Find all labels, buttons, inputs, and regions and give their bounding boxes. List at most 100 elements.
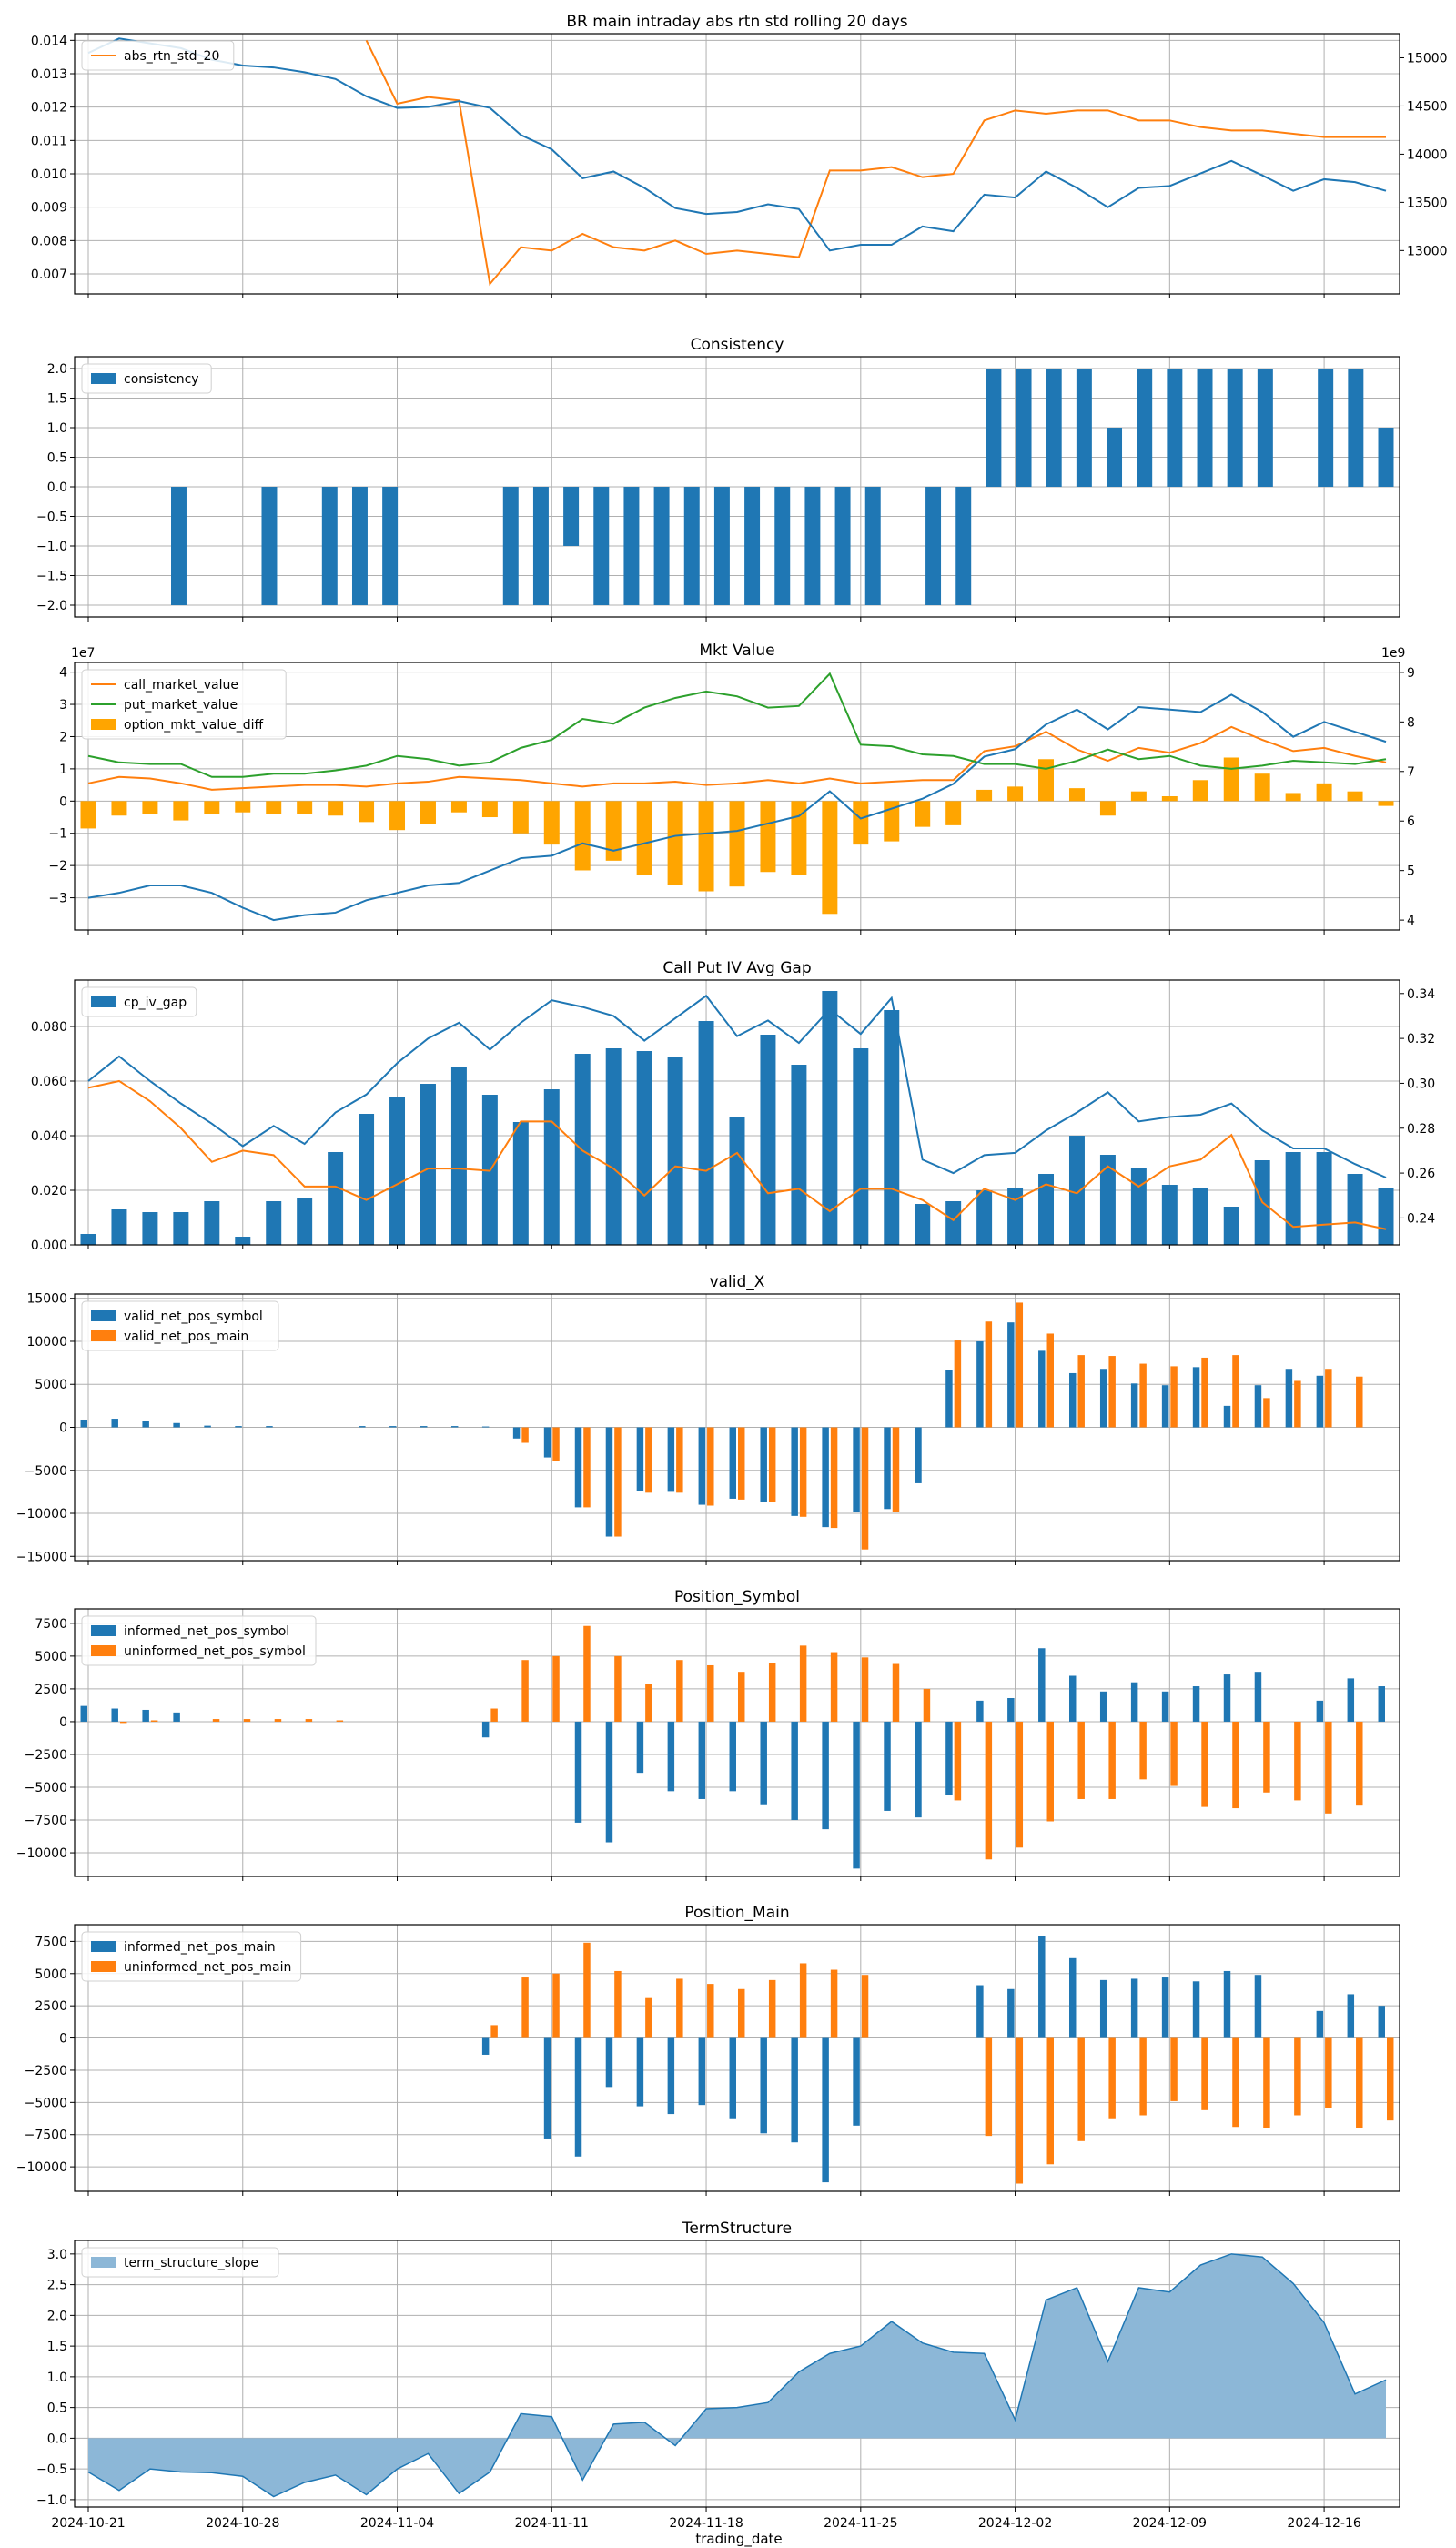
bar-uninformed-net-pos-symbol bbox=[552, 1655, 560, 1722]
y-tick-label: 5000 bbox=[35, 1967, 67, 1982]
y-right-tick-label: 13000 bbox=[1407, 244, 1448, 258]
bar-cp-iv-gap bbox=[235, 1237, 251, 1245]
line-call-market-value bbox=[87, 725, 1387, 791]
y-right-tick-label: 7 bbox=[1407, 765, 1415, 780]
bar-option-mkt-value-diff bbox=[574, 801, 591, 871]
bar-informed-net-pos-main bbox=[481, 2037, 490, 2055]
legend-label: informed_net_pos_main bbox=[124, 1940, 276, 1955]
bar-uninformed-net-pos-main bbox=[1170, 2037, 1178, 2101]
bar-valid-net-pos-symbol bbox=[266, 1426, 273, 1428]
bar-valid-net-pos-main bbox=[830, 1427, 838, 1529]
axes-frame bbox=[74, 356, 1400, 618]
bar-valid-net-pos-symbol bbox=[791, 1427, 798, 1516]
bar-uninformed-net-pos-symbol bbox=[1232, 1721, 1239, 1809]
bar-option-mkt-value-diff bbox=[1038, 759, 1055, 802]
bar-valid-net-pos-symbol bbox=[204, 1425, 211, 1428]
bar-uninformed-net-pos-main bbox=[1387, 2037, 1394, 2121]
y-tick-label: −15000 bbox=[16, 1550, 67, 1564]
bar-consistency bbox=[653, 487, 670, 605]
bar-uninformed-net-pos-symbol bbox=[243, 1719, 251, 1722]
bar-informed-net-pos-main bbox=[853, 2037, 860, 2126]
bar-informed-net-pos-symbol bbox=[142, 1709, 149, 1722]
bar-uninformed-net-pos-main bbox=[830, 1969, 838, 2038]
y-right-tick-label: 5 bbox=[1407, 864, 1415, 879]
line-series-right-axis bbox=[87, 37, 1387, 252]
bar-uninformed-net-pos-main bbox=[552, 1973, 560, 2038]
bar-consistency bbox=[864, 487, 881, 605]
y-tick-label: 2500 bbox=[35, 1999, 67, 2014]
bar-uninformed-net-pos-symbol bbox=[521, 1660, 529, 1722]
bar-consistency bbox=[623, 487, 640, 605]
panel-title: Position_Main bbox=[684, 1904, 789, 1922]
bar-informed-net-pos-symbol bbox=[1254, 1672, 1262, 1722]
y-tick-label: 1.5 bbox=[47, 2340, 67, 2354]
bar-informed-net-pos-main bbox=[1223, 1970, 1231, 2038]
bar-uninformed-net-pos-symbol bbox=[305, 1719, 313, 1722]
y-tick-label: 10000 bbox=[26, 1335, 67, 1350]
bar-option-mkt-value-diff bbox=[266, 801, 282, 814]
bar-consistency bbox=[1227, 369, 1243, 487]
bar-uninformed-net-pos-symbol bbox=[212, 1719, 220, 1722]
x-tick-label: 2024-11-11 bbox=[515, 2516, 589, 2531]
bar-uninformed-net-pos-symbol bbox=[645, 1684, 652, 1722]
bar-uninformed-net-pos-symbol bbox=[274, 1719, 282, 1722]
bar-informed-net-pos-symbol bbox=[1007, 1698, 1015, 1722]
y-right-tick-label: 14500 bbox=[1407, 99, 1448, 114]
bar-cp-iv-gap bbox=[420, 1084, 436, 1245]
legend-box bbox=[81, 1931, 302, 1982]
axes-frame bbox=[74, 1608, 1400, 1877]
bar-valid-net-pos-symbol bbox=[1316, 1375, 1324, 1428]
bar-valid-net-pos-symbol bbox=[884, 1427, 891, 1510]
bar-uninformed-net-pos-symbol bbox=[1263, 1721, 1270, 1793]
bar-informed-net-pos-symbol bbox=[574, 1721, 582, 1823]
bar-option-mkt-value-diff bbox=[1285, 793, 1301, 802]
y-right-tick-label: 0.32 bbox=[1407, 1032, 1435, 1046]
bar-cp-iv-gap bbox=[328, 1152, 344, 1245]
bar-uninformed-net-pos-symbol bbox=[150, 1720, 158, 1722]
y-tick-label: 1.0 bbox=[47, 421, 67, 436]
y-right-tick-label: 0.34 bbox=[1407, 987, 1435, 1002]
bar-valid-net-pos-main bbox=[1232, 1355, 1239, 1428]
bar-informed-net-pos-symbol bbox=[1347, 1678, 1355, 1722]
bar-cp-iv-gap bbox=[760, 1035, 776, 1245]
bar-cp-iv-gap bbox=[945, 1201, 962, 1245]
bar-informed-net-pos-symbol bbox=[80, 1705, 87, 1722]
bar-valid-net-pos-main bbox=[1139, 1363, 1147, 1428]
axes-frame bbox=[74, 979, 1400, 1246]
y-tick-label: 5000 bbox=[35, 1650, 67, 1664]
y-tick-label: −2 bbox=[48, 859, 67, 874]
legend-swatch bbox=[91, 719, 116, 730]
bar-informed-net-pos-symbol bbox=[1099, 1691, 1107, 1722]
bar-valid-net-pos-main bbox=[799, 1427, 807, 1517]
axes-frame bbox=[74, 2240, 1400, 2508]
axes-frame bbox=[74, 1924, 1400, 2192]
x-tick-label: 2024-11-18 bbox=[669, 2516, 743, 2531]
bar-valid-net-pos-main bbox=[1046, 1333, 1054, 1428]
bar-option-mkt-value-diff bbox=[822, 801, 838, 915]
line-abs-rtn-std-20 bbox=[365, 39, 1386, 287]
bar-cp-iv-gap bbox=[142, 1212, 158, 1245]
bar-valid-net-pos-symbol bbox=[853, 1427, 860, 1512]
bar-valid-net-pos-symbol bbox=[450, 1426, 459, 1428]
bar-cp-iv-gap bbox=[605, 1048, 622, 1245]
bar-uninformed-net-pos-symbol bbox=[1046, 1721, 1054, 1822]
line-series-right-axis bbox=[87, 994, 1387, 1178]
legend-box bbox=[81, 986, 197, 1017]
bar-cp-iv-gap bbox=[1192, 1188, 1208, 1245]
bar-valid-net-pos-symbol bbox=[915, 1427, 922, 1483]
bar-option-mkt-value-diff bbox=[791, 801, 807, 875]
bar-informed-net-pos-main bbox=[976, 1985, 984, 2038]
bar-valid-net-pos-main bbox=[985, 1321, 993, 1428]
bar-informed-net-pos-symbol bbox=[667, 1721, 675, 1792]
bar-uninformed-net-pos-symbol bbox=[985, 1721, 993, 1860]
bar-valid-net-pos-symbol bbox=[1099, 1369, 1107, 1428]
bar-valid-net-pos-symbol bbox=[173, 1422, 180, 1428]
bar-informed-net-pos-symbol bbox=[822, 1721, 829, 1830]
y-tick-label: −5000 bbox=[25, 2096, 67, 2110]
bar-option-mkt-value-diff bbox=[389, 801, 406, 831]
bar-cp-iv-gap bbox=[450, 1067, 467, 1245]
bar-valid-net-pos-symbol bbox=[543, 1427, 551, 1458]
bar-valid-net-pos-symbol bbox=[1254, 1385, 1262, 1428]
bar-uninformed-net-pos-symbol bbox=[119, 1721, 127, 1724]
y-right-tick-label: 0.24 bbox=[1407, 1211, 1435, 1226]
